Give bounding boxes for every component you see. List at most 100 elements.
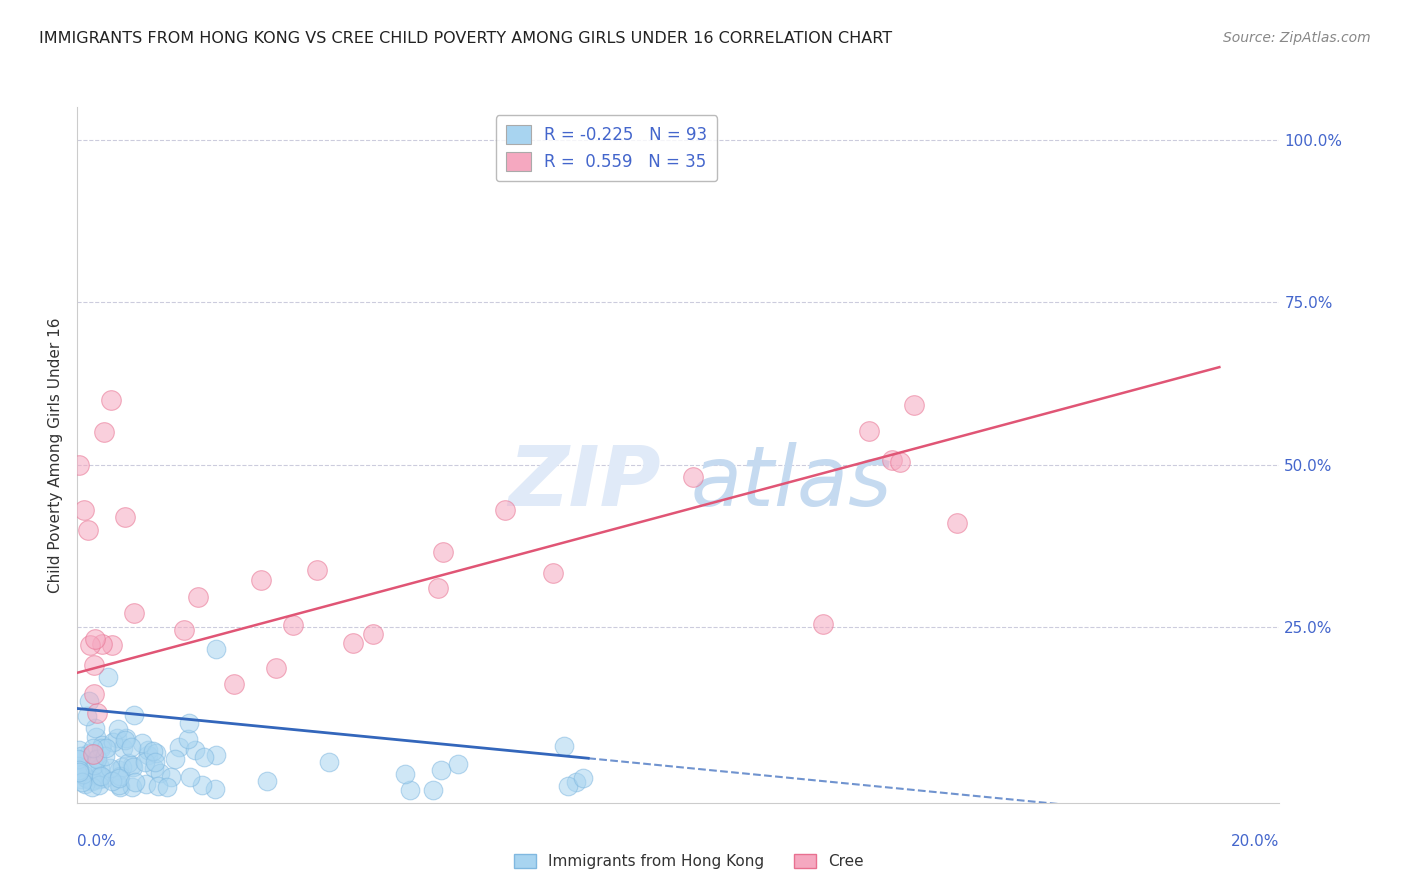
Point bbox=[84, 730, 107, 744]
Point bbox=[305, 563, 328, 577]
Point bbox=[73, 777, 96, 791]
Point bbox=[108, 764, 131, 778]
Point bbox=[87, 772, 110, 786]
Point bbox=[342, 635, 364, 649]
Point bbox=[70, 749, 93, 764]
Point bbox=[114, 733, 136, 747]
Point bbox=[163, 752, 186, 766]
Point bbox=[77, 746, 100, 760]
Point bbox=[100, 638, 122, 652]
Point bbox=[135, 777, 157, 791]
Point bbox=[264, 661, 287, 675]
Point bbox=[179, 716, 201, 731]
Point bbox=[72, 774, 94, 789]
Point bbox=[173, 623, 195, 637]
Point bbox=[66, 758, 89, 772]
Point bbox=[86, 706, 108, 721]
Point bbox=[205, 641, 228, 656]
Point bbox=[108, 771, 131, 785]
Point bbox=[82, 774, 104, 789]
Point bbox=[93, 772, 115, 786]
Point bbox=[945, 516, 967, 530]
Point bbox=[101, 734, 124, 748]
Point bbox=[84, 763, 107, 777]
Point bbox=[114, 731, 136, 745]
Point bbox=[67, 753, 90, 767]
Point bbox=[557, 780, 579, 794]
Point bbox=[82, 780, 104, 794]
Point bbox=[903, 398, 925, 412]
Point bbox=[93, 425, 115, 439]
Point bbox=[86, 751, 108, 765]
Point bbox=[318, 755, 340, 769]
Point bbox=[146, 779, 169, 793]
Point bbox=[149, 765, 172, 780]
Point bbox=[122, 708, 145, 723]
Point bbox=[131, 736, 153, 750]
Point bbox=[422, 782, 444, 797]
Point bbox=[112, 741, 135, 756]
Point bbox=[553, 739, 575, 753]
Point bbox=[184, 742, 207, 756]
Point bbox=[120, 739, 142, 754]
Point bbox=[117, 756, 139, 771]
Point bbox=[256, 774, 278, 789]
Point bbox=[250, 574, 273, 588]
Point bbox=[398, 782, 420, 797]
Text: Source: ZipAtlas.com: Source: ZipAtlas.com bbox=[1223, 31, 1371, 45]
Point bbox=[177, 731, 200, 746]
Point bbox=[121, 780, 143, 795]
Point bbox=[541, 566, 564, 580]
Legend: R = -0.225   N = 93, R =  0.559   N = 35: R = -0.225 N = 93, R = 0.559 N = 35 bbox=[495, 115, 717, 181]
Point bbox=[83, 758, 105, 772]
Point bbox=[91, 738, 114, 752]
Point bbox=[394, 767, 416, 781]
Text: 0.0%: 0.0% bbox=[77, 834, 117, 848]
Point bbox=[100, 392, 122, 407]
Point bbox=[224, 677, 246, 691]
Text: 20.0%: 20.0% bbox=[1232, 834, 1279, 848]
Point bbox=[121, 758, 143, 772]
Point bbox=[67, 765, 90, 780]
Text: atlas: atlas bbox=[690, 442, 891, 524]
Point bbox=[143, 755, 166, 769]
Point bbox=[811, 617, 834, 632]
Point bbox=[67, 743, 90, 757]
Point bbox=[572, 771, 595, 785]
Point bbox=[105, 731, 128, 745]
Point bbox=[69, 772, 91, 787]
Point bbox=[187, 590, 209, 604]
Point bbox=[79, 638, 101, 652]
Point bbox=[89, 760, 111, 774]
Point bbox=[66, 752, 89, 766]
Point bbox=[193, 749, 215, 764]
Point bbox=[494, 503, 516, 517]
Point bbox=[75, 771, 97, 785]
Point bbox=[97, 670, 120, 684]
Point bbox=[880, 452, 903, 467]
Point bbox=[858, 425, 880, 439]
Point bbox=[426, 581, 449, 595]
Point bbox=[204, 782, 226, 797]
Point bbox=[136, 743, 159, 757]
Point bbox=[98, 761, 121, 775]
Point bbox=[179, 770, 201, 784]
Point bbox=[121, 760, 143, 774]
Point bbox=[114, 509, 136, 524]
Point bbox=[565, 774, 588, 789]
Point bbox=[89, 769, 111, 783]
Point bbox=[142, 744, 165, 758]
Point bbox=[283, 617, 305, 632]
Point bbox=[91, 637, 114, 651]
Point bbox=[87, 778, 110, 792]
Point bbox=[191, 778, 214, 792]
Point bbox=[83, 632, 105, 646]
Point bbox=[363, 626, 385, 640]
Point bbox=[156, 780, 179, 794]
Point bbox=[93, 748, 115, 763]
Point bbox=[86, 752, 108, 766]
Point bbox=[67, 763, 90, 777]
Y-axis label: Child Poverty Among Girls Under 16: Child Poverty Among Girls Under 16 bbox=[48, 318, 63, 592]
Point bbox=[72, 767, 94, 781]
Point bbox=[83, 687, 105, 701]
